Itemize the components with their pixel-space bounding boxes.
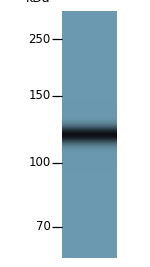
Text: 100: 100 xyxy=(28,156,51,169)
Text: 70: 70 xyxy=(36,220,51,233)
Text: kDa: kDa xyxy=(26,0,51,5)
Text: 250: 250 xyxy=(28,33,51,46)
Text: 150: 150 xyxy=(28,89,51,102)
